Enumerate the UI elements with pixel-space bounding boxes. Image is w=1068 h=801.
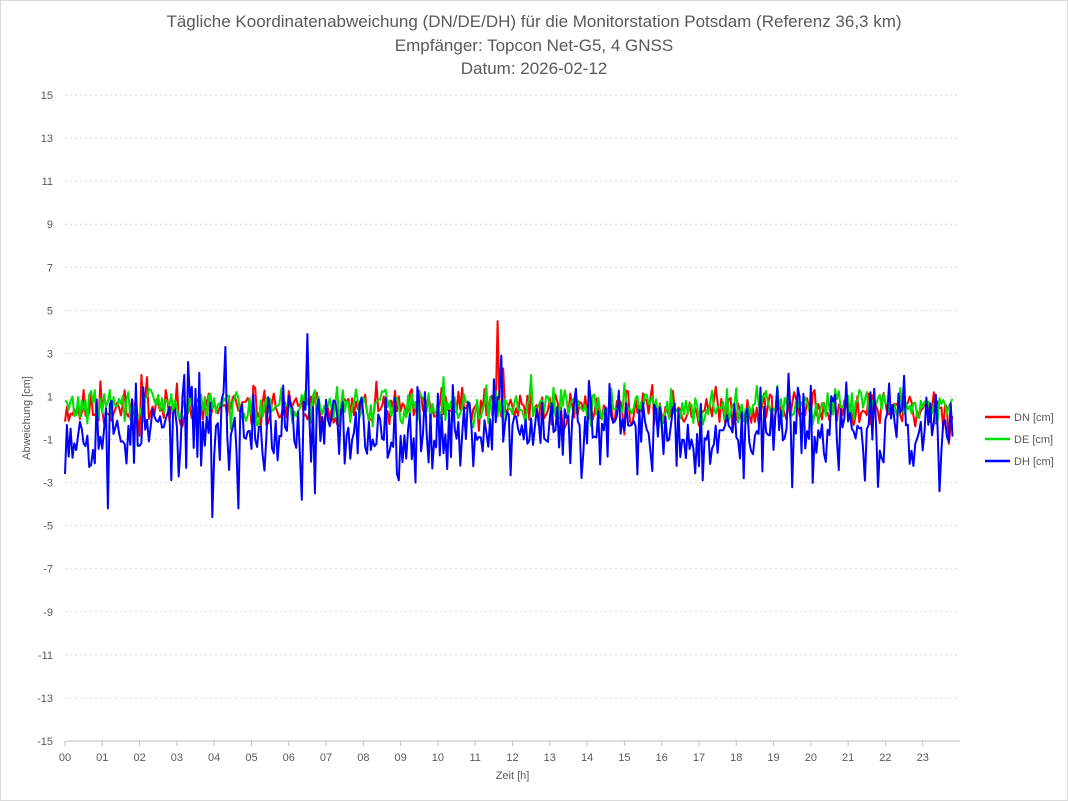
y-tick-label: -1 — [43, 435, 53, 447]
y-tick-label: -15 — [37, 736, 53, 748]
x-tick-label: 05 — [245, 752, 257, 764]
x-tick-label: 06 — [283, 752, 295, 764]
x-tick-label: 22 — [879, 752, 891, 764]
x-tick-label: 20 — [805, 752, 817, 764]
chart-subtitle-receiver: Empfänger: Topcon Net-G5, 4 GNSS — [394, 36, 674, 55]
y-tick-label: -5 — [43, 521, 53, 533]
x-axis-ticks: 00 01 02 03 04 05 06 07 08 09 10 11 12 13 14 15 16 17 18 19… — [59, 741, 929, 764]
x-tick-label: 02 — [133, 752, 145, 764]
y-tick-label: -11 — [38, 650, 53, 662]
x-tick-label: 14 — [581, 752, 593, 764]
x-tick-label: 21 — [842, 752, 854, 764]
y-tick-label: 9 — [47, 219, 53, 231]
x-tick-label: 03 — [171, 752, 183, 764]
x-tick-label: 19 — [767, 752, 779, 764]
series-line-dh — [64, 333, 954, 519]
y-tick-label: 13 — [41, 133, 53, 145]
x-tick-label: 04 — [208, 752, 220, 764]
y-tick-label: 3 — [47, 348, 53, 360]
y-tick-label: 11 — [42, 176, 53, 188]
x-axis-label: Zeit [h] — [496, 770, 530, 782]
x-tick-label: 15 — [618, 752, 630, 764]
series-line-de — [64, 373, 954, 430]
legend-label: DH [cm] — [1014, 456, 1054, 468]
y-axis-label: Abweichung [cm] — [21, 376, 33, 460]
legend-label: DE [cm] — [1014, 434, 1053, 446]
legend-label: DN [cm] — [1014, 412, 1054, 424]
chart-subtitle-date: Datum: 2026-02-12 — [460, 59, 608, 78]
x-tick-label: 16 — [656, 752, 668, 764]
x-tick-label: 10 — [432, 752, 444, 764]
legend: DN [cm] DE [cm] DH [cm] — [985, 412, 1054, 468]
y-tick-label: 7 — [47, 262, 53, 274]
y-tick-label: -9 — [43, 607, 53, 619]
series-lines — [64, 320, 954, 519]
x-tick-label: 13 — [544, 752, 556, 764]
x-tick-label: 23 — [917, 752, 929, 764]
y-tick-label: -13 — [37, 693, 53, 705]
chart-title: Tägliche Koordinatenabweichung (DN/DE/DH… — [166, 12, 902, 31]
x-tick-label: 18 — [730, 752, 742, 764]
x-tick-label: 08 — [357, 752, 369, 764]
y-tick-label: -3 — [43, 478, 53, 490]
x-tick-label: 00 — [59, 752, 71, 764]
x-tick-label: 12 — [506, 752, 518, 764]
x-tick-label: 01 — [96, 752, 108, 764]
x-tick-label: 11 — [469, 752, 480, 764]
y-axis-ticks: 15 13 11 9 7 5 3 1 -1 -3 -5 -7 -9 -11 -13 -15 — [37, 90, 53, 748]
y-tick-label: 1 — [47, 391, 53, 403]
y-tick-label: 15 — [41, 90, 53, 102]
x-tick-label: 07 — [320, 752, 332, 764]
x-tick-label: 09 — [395, 752, 407, 764]
y-tick-label: 5 — [47, 305, 53, 317]
x-tick-label: 17 — [693, 752, 705, 764]
y-tick-label: -7 — [43, 564, 53, 576]
